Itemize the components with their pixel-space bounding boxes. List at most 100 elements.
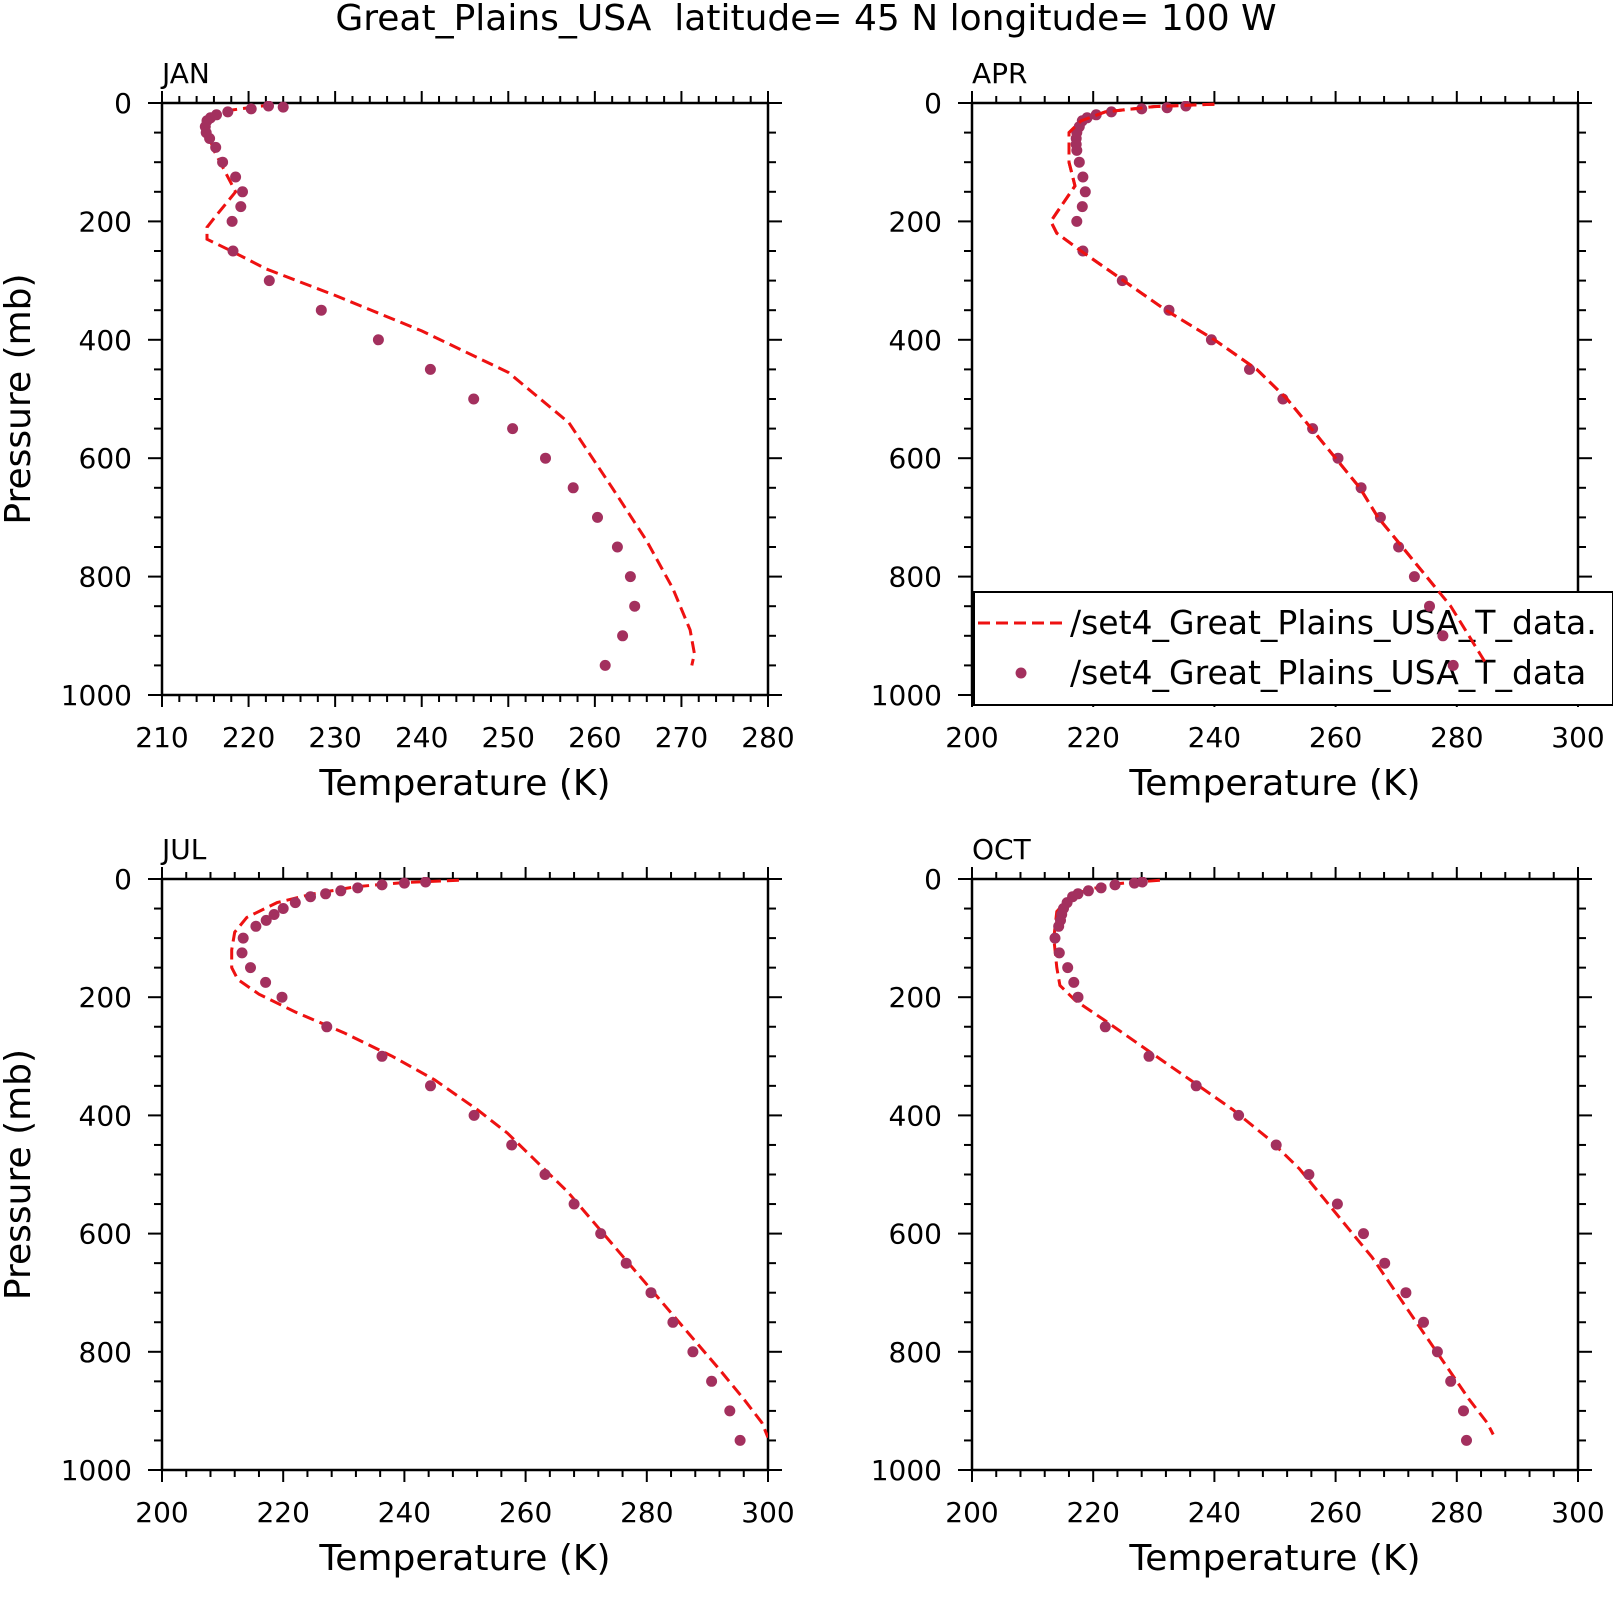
y-tick-label: 800 <box>889 561 942 594</box>
obs-point <box>424 363 436 375</box>
model-line <box>1052 878 1495 1436</box>
obs-point <box>568 1198 580 1210</box>
obs-point <box>1049 932 1061 944</box>
obs-point <box>1095 882 1107 894</box>
x-tick-label: 280 <box>741 721 794 754</box>
obs-point <box>1461 1434 1472 1446</box>
obs-point <box>1143 1050 1155 1062</box>
obs-point-overlay <box>1437 630 1449 642</box>
x-tick-label: 200 <box>945 1496 998 1529</box>
obs-point <box>1205 334 1217 346</box>
y-tick-label: 200 <box>79 981 132 1014</box>
y-tick-label: 600 <box>889 442 942 475</box>
obs-point <box>235 201 247 213</box>
obs-point <box>210 141 222 153</box>
obs-point <box>260 976 272 988</box>
y-tick-label: 400 <box>889 324 942 357</box>
obs-point <box>1331 1198 1343 1210</box>
chart-panel-jul: 200 220 240 260 280 300 0 200 400 600 800 1000 JUL Te… <box>0 833 795 1579</box>
legend-dot-swatch <box>1015 667 1027 679</box>
obs-point <box>1105 106 1117 118</box>
obs-point <box>245 962 256 974</box>
model-line <box>203 103 696 666</box>
obs-point <box>724 1405 736 1417</box>
panel-label: OCT <box>972 833 1032 866</box>
legend-box <box>973 591 1613 706</box>
y-tick-label: 1000 <box>61 679 132 712</box>
x-tick-label: 240 <box>378 1496 431 1529</box>
obs-point <box>567 482 579 494</box>
obs-point <box>1071 144 1083 156</box>
x-tick-label: 250 <box>482 721 535 754</box>
x-tick-label: 300 <box>1551 721 1604 754</box>
x-tick-label: 240 <box>1188 1496 1241 1529</box>
x-tick-label: 220 <box>1066 721 1119 754</box>
y-tick-label: 400 <box>889 1099 942 1132</box>
obs-point <box>1418 1316 1429 1328</box>
y-tick-label: 1000 <box>61 1454 132 1487</box>
y-tick-label: 1000 <box>871 679 942 712</box>
y-tick-label: 200 <box>889 205 942 238</box>
obs-point <box>226 215 238 227</box>
obs-point <box>645 1287 657 1299</box>
x-tick-label: 260 <box>1309 1496 1362 1529</box>
x-tick-label: 300 <box>741 1496 794 1529</box>
x-axis-title: Temperature (K) <box>1128 763 1420 804</box>
panel-label: JAN <box>160 57 210 90</box>
obs-point <box>237 186 248 198</box>
obs-point <box>230 171 242 183</box>
obs-point <box>398 877 410 889</box>
obs-point <box>222 106 234 118</box>
obs-point <box>667 1316 679 1328</box>
obs-point <box>1071 215 1083 227</box>
obs-point <box>276 991 288 1003</box>
obs-point-overlay <box>1424 600 1435 612</box>
chart-panel-jan: 210 220 230 240 250 260 270 280 0 200 400 600 800 100… <box>0 57 795 804</box>
obs-point <box>687 1346 699 1358</box>
chart-panel-oct: 200 220 240 260 280 300 0 200 400 600 800 1000 OCT Te… <box>871 833 1605 1579</box>
legend-entry: /set4_Great_Plains_USA_T_data <box>1070 653 1586 692</box>
y-axis-title: Pressure (mb) <box>0 273 39 524</box>
y-tick-label: 0 <box>924 87 942 120</box>
data-overlay <box>1049 102 1489 671</box>
obs-point <box>1053 947 1065 959</box>
obs-point <box>263 275 275 287</box>
obs-point <box>1233 1109 1245 1121</box>
obs-point <box>217 156 229 168</box>
obs-point <box>1445 1375 1457 1387</box>
obs-point <box>1190 1080 1202 1092</box>
obs-point <box>1358 1228 1369 1240</box>
obs-point <box>315 304 327 316</box>
obs-point <box>1109 879 1121 891</box>
model-line-overlay <box>1049 102 1489 667</box>
data-layer <box>230 877 768 1446</box>
obs-point <box>1068 976 1080 988</box>
obs-point <box>1408 571 1420 583</box>
y-axis-title: Pressure (mb) <box>0 1049 39 1300</box>
obs-point <box>468 1109 480 1121</box>
obs-point <box>277 903 289 914</box>
obs-point <box>620 1257 632 1269</box>
obs-point <box>425 1080 436 1092</box>
obs-point <box>277 101 289 113</box>
plot-frame <box>160 101 770 697</box>
obs-point <box>617 630 629 642</box>
obs-point <box>260 914 272 926</box>
obs-point <box>335 885 347 897</box>
obs-point <box>227 245 239 257</box>
obs-point-overlay <box>1447 659 1459 671</box>
data-layer <box>199 101 696 671</box>
y-tick-label: 800 <box>79 561 132 594</box>
model-line <box>230 878 768 1439</box>
x-axis-title: Temperature (K) <box>318 1538 610 1579</box>
y-tick-label: 600 <box>79 442 132 475</box>
y-tick-label: 400 <box>79 324 132 357</box>
x-tick-label: 220 <box>256 1496 309 1529</box>
obs-point <box>237 932 249 944</box>
obs-point <box>372 334 384 346</box>
obs-point <box>263 101 274 112</box>
obs-point <box>1128 877 1140 889</box>
data-layer <box>1049 877 1495 1446</box>
obs-point <box>305 891 316 903</box>
